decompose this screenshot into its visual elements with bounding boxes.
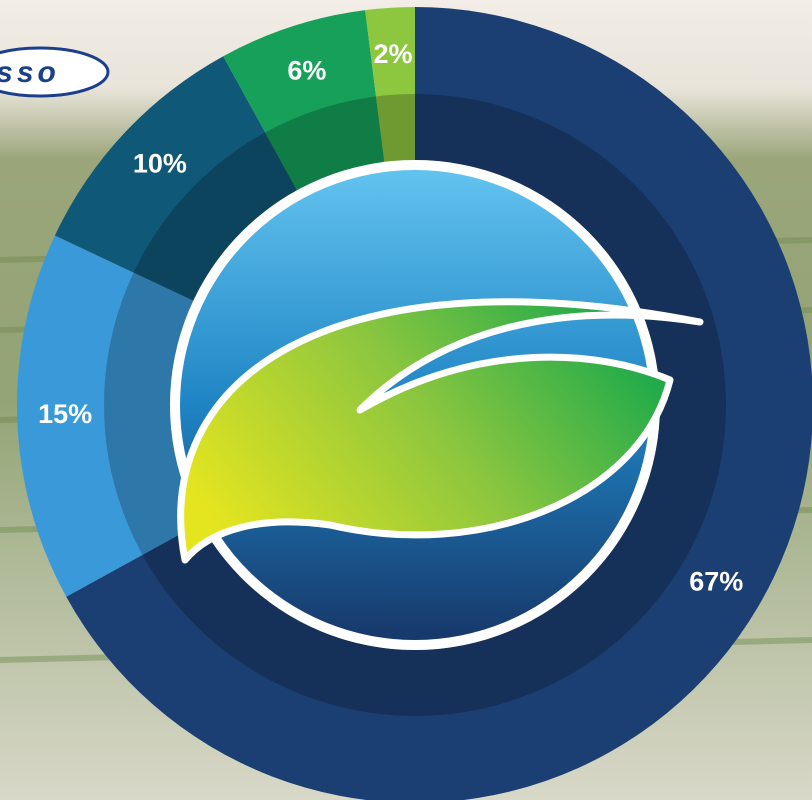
ring-shade bbox=[104, 94, 726, 716]
value-label: 10% bbox=[133, 149, 187, 179]
donut-segment bbox=[16, 235, 201, 597]
donut-segment bbox=[54, 56, 297, 301]
logo-badge bbox=[0, 46, 110, 98]
value-labels: 67% 15% 10% 6% 2% bbox=[38, 39, 743, 596]
donut-segment bbox=[66, 7, 812, 800]
value-label: 67% bbox=[689, 566, 743, 596]
emblem bbox=[170, 160, 704, 650]
donut-segment bbox=[223, 10, 385, 191]
donut-segment bbox=[365, 7, 415, 162]
logo-text: sso bbox=[0, 56, 60, 89]
value-label: 2% bbox=[374, 39, 413, 69]
donut bbox=[16, 7, 812, 800]
value-label: 6% bbox=[287, 55, 326, 85]
value-label: 15% bbox=[38, 399, 92, 429]
